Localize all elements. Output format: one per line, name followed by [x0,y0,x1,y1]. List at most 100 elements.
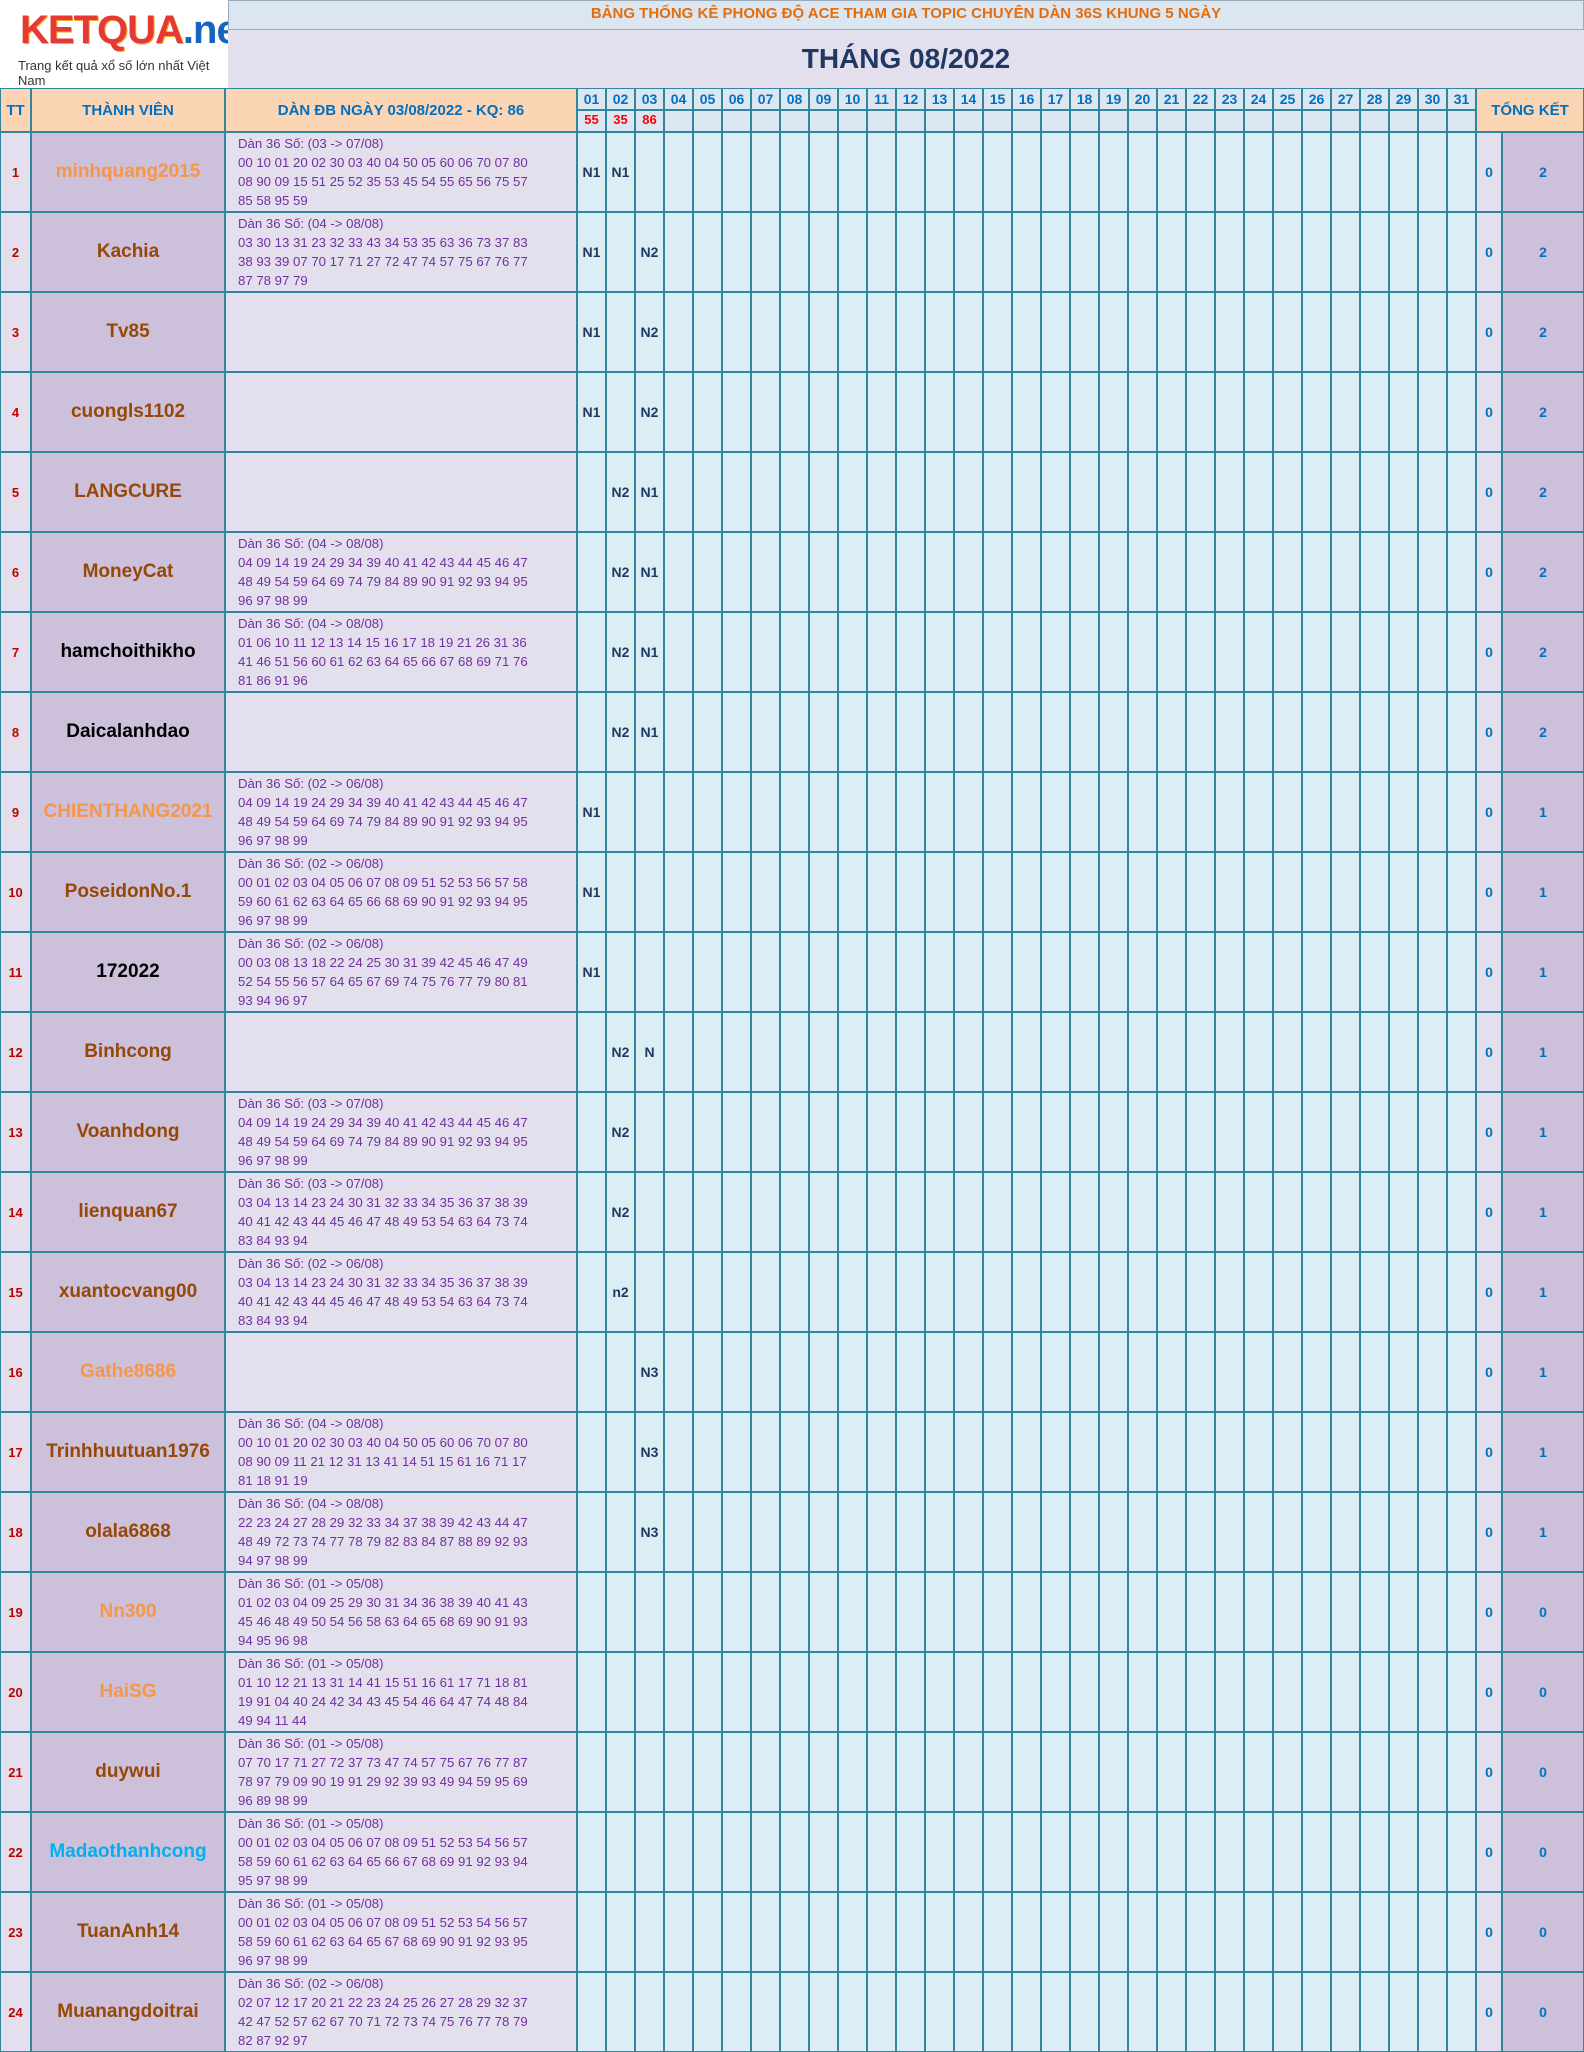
day-cell-09 [809,932,838,1012]
member-name[interactable]: lienquan67 [31,1172,225,1252]
day-cell-25 [1273,692,1302,772]
day-cell-11 [867,932,896,1012]
member-name[interactable]: 172022 [31,932,225,1012]
day-cell-16 [1012,1812,1041,1892]
day-cell-03: N1 [635,612,664,692]
member-name[interactable]: LANGCURE [31,452,225,532]
dan-line: 58 59 60 61 62 63 64 65 67 68 69 90 91 9… [238,1934,528,1949]
day-cell-10 [838,292,867,372]
day-cell-03 [635,1092,664,1172]
day-cell-20 [1128,1492,1157,1572]
dan-numbers [225,452,577,532]
day-cell-31 [1447,452,1476,532]
day-cell-28 [1360,1332,1389,1412]
day-cell-28 [1360,772,1389,852]
day-cell-02: N2 [606,1172,635,1252]
day-cell-17 [1041,292,1070,372]
day-cell-20 [1128,372,1157,452]
day-cell-05 [693,372,722,452]
day-cell-01: N1 [577,852,606,932]
member-name[interactable]: Daicalanhdao [31,692,225,772]
member-name[interactable]: Binhcong [31,1012,225,1092]
member-name[interactable]: Muanangdoitrai [31,1972,225,2052]
day-cell-19 [1099,452,1128,532]
member-name[interactable]: olala6868 [31,1492,225,1572]
day-cell-29 [1389,692,1418,772]
summary-count-b: 2 [1502,452,1584,532]
day-cell-19 [1099,1732,1128,1812]
member-name[interactable]: PoseidonNo.1 [31,852,225,932]
day-cell-14 [954,1652,983,1732]
day-cell-05 [693,612,722,692]
day-cell-17 [1041,1172,1070,1252]
day-header-25: 25 [1273,88,1302,110]
day-cell-03: N1 [635,532,664,612]
day-cell-05 [693,1732,722,1812]
member-name[interactable]: TuanAnh14 [31,1892,225,1972]
dan-numbers [225,692,577,772]
day-cell-14 [954,212,983,292]
row-number: 7 [0,612,31,692]
member-name[interactable]: xuantocvang00 [31,1252,225,1332]
day-cell-02 [606,1572,635,1652]
member-name[interactable]: Madaothanhcong [31,1812,225,1892]
day-cell-11 [867,1812,896,1892]
hit-mark: N1 [582,404,601,420]
day-cell-07 [751,1252,780,1332]
day-cell-04 [664,772,693,852]
dan-line: Dàn 36 Số: (02 -> 06/08) [238,1976,384,1991]
member-name[interactable]: HaiSG [31,1652,225,1732]
day-cell-25 [1273,1092,1302,1172]
summary-count-b: 0 [1502,1812,1584,1892]
logo[interactable]: KETQUA.net Trang kết quả xổ số lớn nhất … [0,0,228,88]
member-name[interactable]: Gathe8686 [31,1332,225,1412]
day-cell-22 [1186,1972,1215,2052]
day-header-15: 15 [983,88,1012,110]
day-cell-01 [577,1892,606,1972]
day-cell-27 [1331,1252,1360,1332]
day-cell-02: N2 [606,532,635,612]
row-number: 14 [0,1172,31,1252]
day-cell-02: N2 [606,1092,635,1172]
day-cell-19 [1099,1972,1128,2052]
day-header-01: 01 [577,88,606,110]
member-name[interactable]: Voanhdong [31,1092,225,1172]
day-cell-17 [1041,532,1070,612]
day-cell-03 [635,1972,664,2052]
day-cell-10 [838,1492,867,1572]
day-cell-28 [1360,692,1389,772]
day-cell-03 [635,932,664,1012]
member-name[interactable]: MoneyCat [31,532,225,612]
member-name[interactable]: hamchoithikho [31,612,225,692]
member-name[interactable]: duywui [31,1732,225,1812]
day-cell-24 [1244,452,1273,532]
day-cell-20 [1128,292,1157,372]
day-cell-16 [1012,1652,1041,1732]
day-cell-07 [751,1012,780,1092]
day-cell-14 [954,1092,983,1172]
member-name[interactable]: Trinhhuutuan1976 [31,1412,225,1492]
day-header-06: 06 [722,88,751,110]
day-cell-24 [1244,1572,1273,1652]
member-name[interactable]: Tv85 [31,292,225,372]
summary-count-b: 1 [1502,1252,1584,1332]
day-cell-29 [1389,932,1418,1012]
row-number: 10 [0,852,31,932]
day-cell-11 [867,612,896,692]
member-name[interactable]: Nn300 [31,1572,225,1652]
day-cell-14 [954,612,983,692]
day-cell-02: N2 [606,692,635,772]
day-cell-04 [664,1252,693,1332]
dan-line: 59 60 61 62 63 64 65 66 68 69 90 91 92 9… [238,894,528,909]
result-15 [983,110,1012,132]
day-cell-13 [925,532,954,612]
member-name[interactable]: cuongls1102 [31,372,225,452]
member-name[interactable]: Kachia [31,212,225,292]
member-name[interactable]: minhquang2015 [31,132,225,212]
member-name[interactable]: CHIENTHANG2021 [31,772,225,852]
day-cell-02 [606,1732,635,1812]
day-cell-04 [664,452,693,532]
day-cell-23 [1215,1252,1244,1332]
day-cell-31 [1447,132,1476,212]
dan-numbers: Dàn 36 Số: (02 -> 06/08) 02 07 12 17 20 2… [225,1972,577,2052]
